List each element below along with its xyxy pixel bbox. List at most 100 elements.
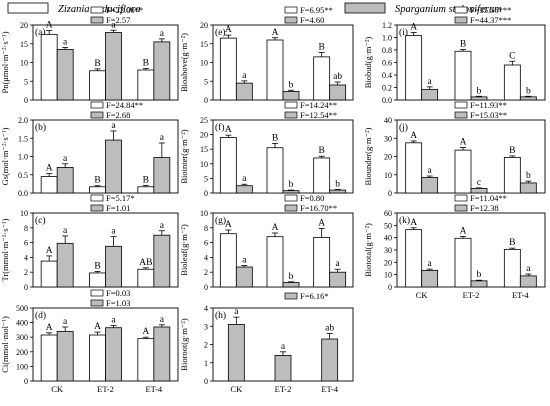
significance-letter: A bbox=[410, 131, 417, 141]
y-tick-label: 20 bbox=[384, 153, 392, 162]
significance-letter: b bbox=[526, 86, 531, 96]
y-axis-label: Pn(μmol·m⁻²·s⁻¹) bbox=[0, 31, 10, 93]
f-value-label: F=2.68 bbox=[106, 110, 130, 120]
significance-letter: A bbox=[272, 28, 279, 38]
significance-letter: a bbox=[111, 121, 116, 131]
significance-letter: AB bbox=[139, 258, 152, 268]
significance-letter: A bbox=[410, 23, 417, 33]
f-value-label: F=15.03** bbox=[470, 110, 507, 120]
y-tick-label: 0 bbox=[204, 377, 208, 386]
f-swatch bbox=[90, 16, 104, 24]
bar bbox=[405, 35, 423, 101]
significance-letter: A bbox=[272, 223, 279, 233]
bar bbox=[56, 167, 74, 194]
significance-letter: a bbox=[428, 166, 433, 176]
bar bbox=[137, 338, 155, 382]
significance-letter: a bbox=[160, 133, 165, 143]
bar bbox=[266, 236, 284, 288]
y-tick-label: 40 bbox=[384, 234, 392, 243]
bar bbox=[153, 157, 171, 194]
bar bbox=[219, 37, 237, 101]
y-tick-label: 0.8 bbox=[382, 46, 392, 55]
significance-letter: a bbox=[234, 307, 239, 317]
panel-tag: (c) bbox=[35, 215, 46, 226]
bar bbox=[105, 245, 122, 288]
legend-swatch bbox=[344, 2, 386, 14]
f-swatch bbox=[454, 194, 468, 202]
f-value-label: F=6.95** bbox=[300, 5, 333, 15]
significance-letter: ab bbox=[325, 324, 334, 334]
y-axis-label: Biounder(g·m⁻²) bbox=[363, 127, 373, 185]
bar bbox=[89, 272, 106, 288]
y-axis-label: Biobud(g·m⁻²) bbox=[363, 37, 373, 89]
f-value-label: F=44.37*** bbox=[470, 15, 511, 25]
panel-tag: (d) bbox=[35, 310, 46, 321]
y-tick-label: 20 bbox=[384, 258, 392, 267]
y-tick-label: 10 bbox=[20, 209, 28, 218]
bar bbox=[313, 237, 331, 288]
f-value-label: F=4.60 bbox=[300, 15, 324, 25]
f-swatch bbox=[90, 111, 104, 119]
y-axis-label: Bioroot(g·m⁻²) bbox=[179, 318, 189, 371]
significance-letter: a bbox=[336, 259, 341, 269]
y-tick-label: 20 bbox=[20, 21, 28, 30]
significance-letter: A bbox=[46, 21, 53, 31]
bar bbox=[137, 186, 155, 194]
bar bbox=[519, 96, 537, 101]
significance-letter: a bbox=[111, 316, 116, 326]
bar bbox=[105, 327, 122, 382]
f-swatch bbox=[454, 111, 468, 119]
f-swatch bbox=[90, 289, 104, 297]
bar bbox=[235, 82, 253, 101]
bar bbox=[266, 147, 284, 194]
f-swatch bbox=[284, 292, 298, 300]
legend-item: Sparganium stoloniferum bbox=[344, 2, 502, 15]
bar bbox=[282, 90, 300, 101]
panel-tag: (g) bbox=[215, 215, 226, 226]
bar bbox=[219, 233, 237, 288]
significance-letter: a bbox=[242, 256, 247, 266]
y-tick-label: 5 bbox=[204, 174, 208, 183]
significance-letter: A bbox=[46, 246, 53, 256]
panel-tag: (k) bbox=[399, 215, 410, 226]
x-tick-label: ET-4 bbox=[321, 384, 338, 394]
significance-letter: a bbox=[63, 226, 68, 236]
y-tick-label: 10 bbox=[200, 160, 208, 169]
y-axis-label: Bioleaf(g·m⁻²) bbox=[179, 224, 189, 276]
f-swatch bbox=[454, 6, 468, 14]
panel: 0 1 2 3 4 Bioroot(g·m⁻²) (h) a a ab CK ET-2 ET-4 F=6.… bbox=[179, 291, 354, 394]
f-value-label: F=1.03 bbox=[106, 298, 130, 308]
bar bbox=[56, 48, 74, 101]
significance-letter: A bbox=[46, 323, 53, 333]
significance-letter: a bbox=[242, 174, 247, 184]
bar bbox=[313, 56, 331, 101]
significance-letter: B bbox=[94, 261, 100, 271]
significance-letter: B bbox=[509, 238, 515, 248]
f-swatch bbox=[90, 101, 104, 109]
y-tick-label: 4 bbox=[204, 304, 208, 313]
f-swatch bbox=[90, 6, 104, 14]
f-value-label: F=5.17* bbox=[106, 193, 135, 203]
bar bbox=[137, 69, 155, 101]
bar bbox=[137, 268, 155, 288]
x-tick-label: ET-4 bbox=[145, 384, 162, 394]
significance-letter: a bbox=[63, 154, 68, 164]
y-tick-label: 1.2 bbox=[382, 21, 392, 30]
significance-letter: a bbox=[111, 20, 116, 30]
f-swatch bbox=[90, 299, 104, 307]
bar bbox=[153, 41, 171, 101]
y-tick-label: 1.0 bbox=[382, 34, 392, 43]
significance-letter: a bbox=[63, 317, 68, 327]
f-swatch bbox=[90, 194, 104, 202]
bar bbox=[421, 88, 439, 101]
legend-swatch bbox=[7, 2, 49, 14]
significance-letter: b bbox=[289, 272, 294, 282]
y-tick-label: 10 bbox=[20, 59, 28, 68]
y-tick-label: 6 bbox=[204, 239, 208, 248]
significance-letter: b bbox=[526, 171, 531, 181]
y-tick-label: 10 bbox=[384, 171, 392, 180]
bar bbox=[421, 177, 439, 194]
significance-letter: B bbox=[94, 176, 100, 186]
